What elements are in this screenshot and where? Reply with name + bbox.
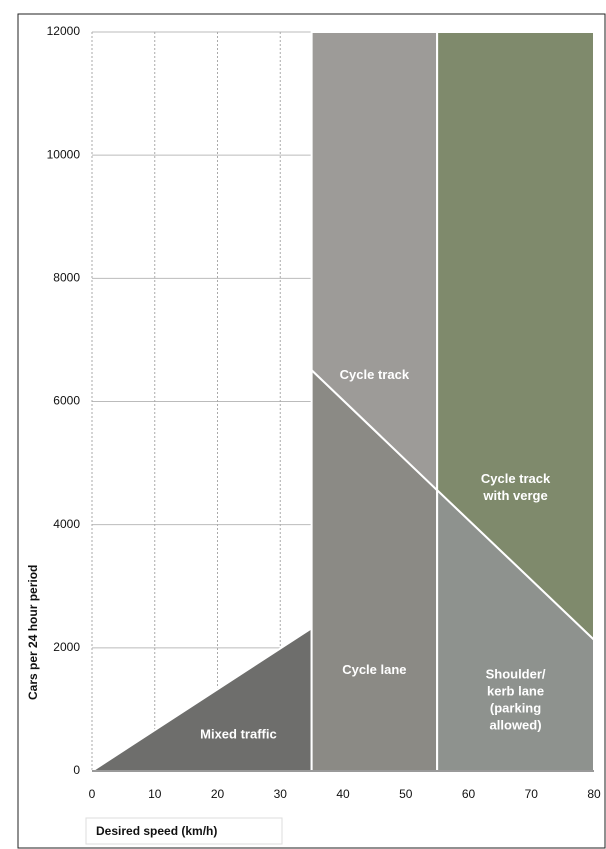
chart: Desired speed (km/h) Cars per 24 hour pe… [0, 0, 606, 849]
region-label: Cycle track [340, 367, 410, 382]
y-tick-label: 4000 [53, 517, 80, 531]
x-tick-label: 30 [274, 787, 288, 801]
x-tick-label: 50 [399, 787, 413, 801]
region-label: allowed) [490, 718, 542, 733]
y-axis-label: Cars per 24 hour period [26, 565, 40, 700]
region-label: Shoulder/ [486, 667, 546, 682]
x-tick-label: 80 [587, 787, 601, 801]
region-label: kerb lane [487, 684, 544, 699]
region-label: (parking [490, 701, 541, 716]
x-tick-label: 60 [462, 787, 476, 801]
region-label: Cycle track [481, 471, 551, 486]
x-tick-label: 0 [89, 787, 96, 801]
y-tick-label: 6000 [53, 394, 80, 408]
y-tick-label: 12000 [47, 24, 81, 38]
x-tick-label: 70 [525, 787, 539, 801]
y-tick-label: 10000 [47, 147, 81, 161]
region-label: with verge [482, 488, 547, 503]
region-label: Cycle lane [342, 662, 406, 677]
y-tick-label: 0 [73, 763, 80, 777]
x-axis-label: Desired speed (km/h) [96, 824, 217, 838]
x-tick-label: 40 [336, 787, 350, 801]
region [92, 628, 312, 771]
y-tick-label: 2000 [53, 640, 80, 654]
x-tick-label: 20 [211, 787, 225, 801]
y-tick-label: 8000 [53, 271, 80, 285]
region-label: Mixed traffic [200, 727, 277, 742]
x-tick-label: 10 [148, 787, 162, 801]
